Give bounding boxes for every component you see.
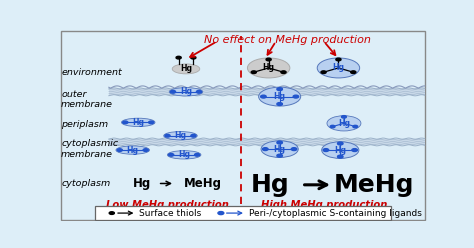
Text: Hg: Hg: [334, 146, 346, 155]
Ellipse shape: [121, 118, 155, 126]
Text: Hg: Hg: [338, 119, 350, 128]
Circle shape: [261, 95, 266, 98]
Text: Hg: Hg: [263, 63, 274, 72]
Text: Peri-/cytoplasmic S-containing ligands: Peri-/cytoplasmic S-containing ligands: [249, 209, 422, 217]
Circle shape: [266, 58, 271, 61]
FancyBboxPatch shape: [95, 206, 391, 220]
FancyBboxPatch shape: [109, 139, 425, 145]
Circle shape: [165, 134, 170, 137]
Circle shape: [109, 212, 114, 215]
Text: Hg: Hg: [251, 173, 290, 197]
Text: environment: environment: [61, 68, 122, 77]
Text: Hg: Hg: [332, 63, 345, 72]
Circle shape: [149, 121, 154, 124]
Circle shape: [353, 125, 358, 128]
Circle shape: [321, 71, 326, 73]
Circle shape: [277, 154, 283, 157]
Circle shape: [263, 148, 268, 151]
Text: MeHg: MeHg: [334, 173, 415, 197]
Circle shape: [323, 149, 328, 152]
Circle shape: [194, 154, 200, 156]
Text: High MeHg production: High MeHg production: [261, 200, 387, 210]
Text: Hg: Hg: [132, 118, 144, 127]
Circle shape: [191, 56, 196, 59]
Circle shape: [176, 56, 181, 59]
Circle shape: [281, 71, 286, 73]
Ellipse shape: [167, 151, 201, 159]
Ellipse shape: [261, 141, 298, 157]
Text: cytoplasm: cytoplasm: [61, 179, 110, 188]
Ellipse shape: [164, 132, 197, 140]
Circle shape: [352, 149, 357, 152]
Circle shape: [293, 95, 299, 98]
Circle shape: [277, 103, 283, 105]
Text: Hg: Hg: [273, 92, 286, 101]
Ellipse shape: [247, 58, 290, 78]
FancyBboxPatch shape: [109, 88, 425, 95]
Text: Hg: Hg: [133, 177, 151, 190]
Circle shape: [351, 71, 356, 73]
Text: cytoplasmic
membrane: cytoplasmic membrane: [61, 139, 118, 159]
Ellipse shape: [116, 146, 149, 154]
Text: Hg: Hg: [180, 64, 192, 73]
Text: Hg: Hg: [180, 87, 192, 96]
Text: Surface thiols: Surface thiols: [139, 209, 201, 217]
Text: outer
membrane: outer membrane: [61, 90, 113, 109]
Circle shape: [336, 58, 341, 61]
Text: Hg: Hg: [127, 146, 139, 155]
Ellipse shape: [317, 58, 360, 78]
Circle shape: [277, 88, 283, 91]
Circle shape: [123, 121, 128, 124]
Text: Low MeHg production: Low MeHg production: [106, 200, 229, 210]
Circle shape: [337, 142, 343, 145]
Circle shape: [169, 154, 174, 156]
FancyBboxPatch shape: [61, 31, 425, 220]
Circle shape: [191, 134, 196, 137]
Circle shape: [251, 71, 256, 73]
Text: MeHg: MeHg: [183, 177, 221, 190]
Ellipse shape: [172, 64, 200, 74]
Circle shape: [196, 91, 201, 93]
Circle shape: [171, 91, 175, 93]
Ellipse shape: [322, 142, 359, 158]
Circle shape: [277, 141, 283, 144]
Circle shape: [337, 155, 343, 158]
Ellipse shape: [327, 116, 361, 131]
Circle shape: [330, 125, 335, 128]
Text: periplasm: periplasm: [61, 120, 108, 129]
Circle shape: [143, 149, 148, 151]
Circle shape: [342, 116, 346, 118]
Text: Hg: Hg: [174, 131, 186, 140]
Ellipse shape: [259, 87, 301, 106]
Circle shape: [218, 212, 224, 215]
Text: No effect on MeHg production: No effect on MeHg production: [203, 34, 371, 45]
Ellipse shape: [169, 88, 203, 96]
Text: Hg: Hg: [178, 150, 190, 159]
Circle shape: [117, 149, 122, 151]
Text: Hg: Hg: [273, 145, 286, 154]
Circle shape: [291, 148, 297, 151]
